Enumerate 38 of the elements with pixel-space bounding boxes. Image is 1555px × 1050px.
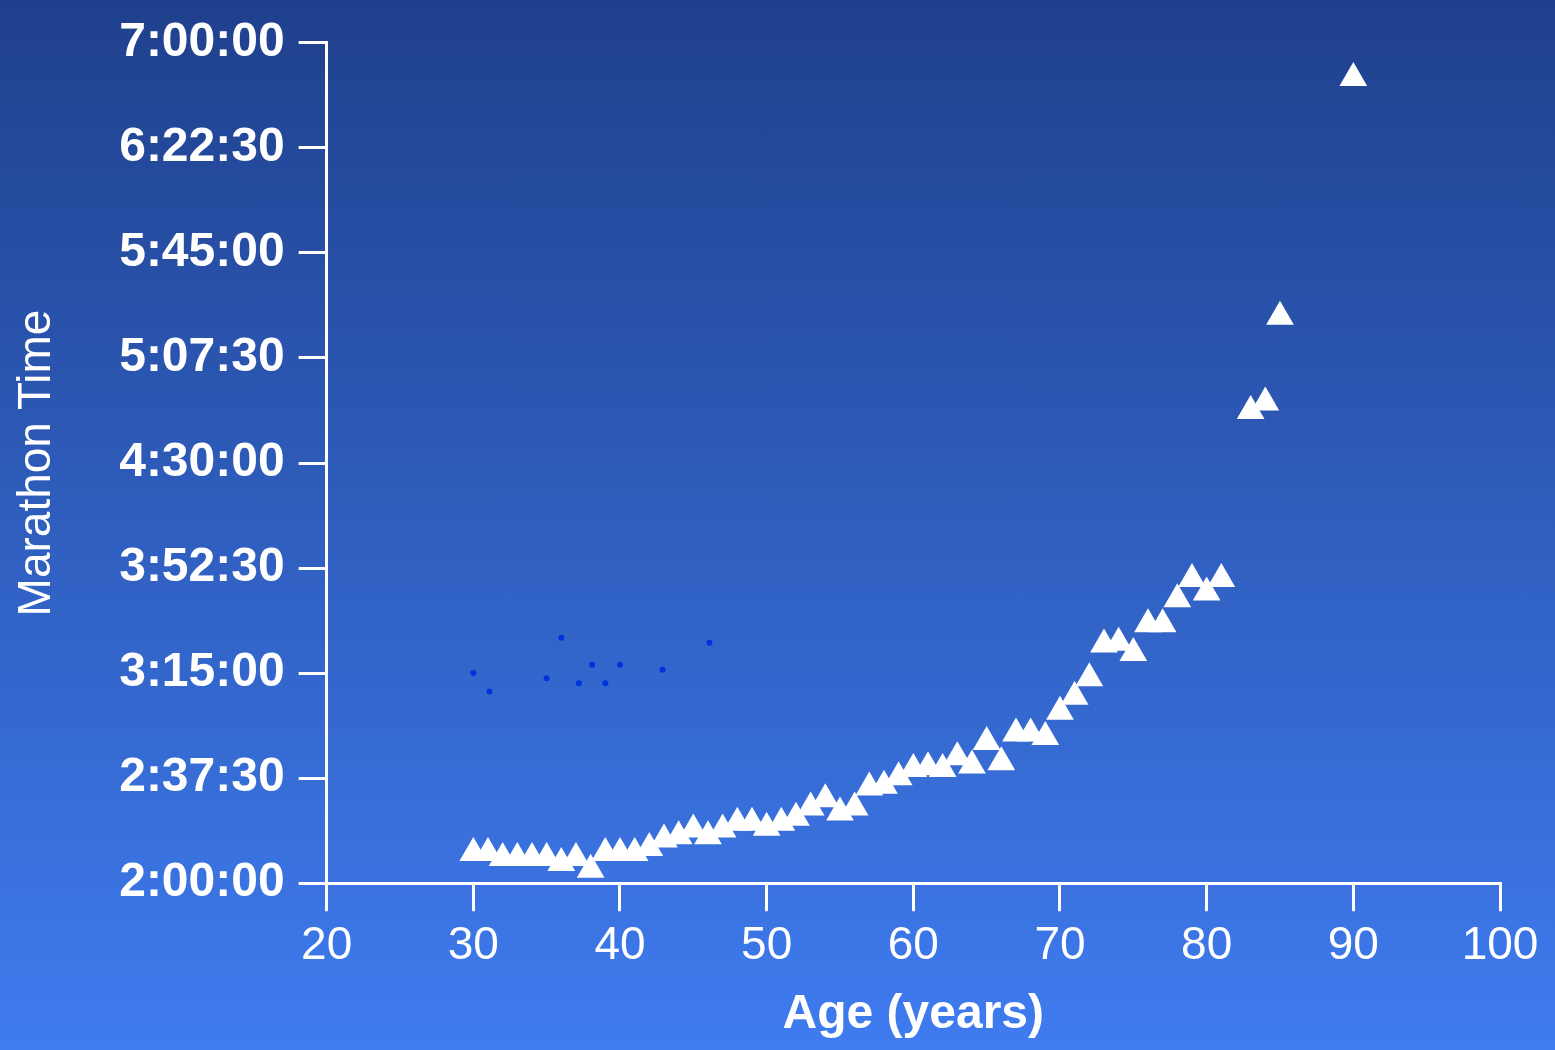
point: [1207, 562, 1236, 587]
y-tick-label: 4:30:00: [119, 433, 285, 487]
point: [1178, 562, 1206, 587]
x-tick-label: 20: [301, 917, 353, 970]
x-tick-label: 60: [887, 917, 939, 970]
point: [1060, 680, 1089, 705]
point: [928, 752, 957, 777]
y-tick-label: 6:22:30: [119, 118, 285, 172]
point: [576, 853, 605, 878]
x-tick-label: 80: [1181, 917, 1233, 970]
y-tick-label: 2:00:00: [119, 853, 285, 907]
point: [1163, 583, 1192, 608]
y-tick-label: 3:15:00: [119, 643, 285, 697]
x-tick-label: 50: [741, 917, 793, 970]
y-tick-label: 3:52:30: [119, 538, 285, 592]
point: [1339, 62, 1368, 87]
y-tick-label: 2:37:30: [119, 748, 285, 802]
point: [1192, 576, 1221, 601]
point: [1119, 636, 1148, 661]
x-tick-label: 40: [594, 917, 646, 970]
point: [958, 749, 986, 774]
x-axis-title: Age (years): [782, 985, 1045, 1039]
y-axis-title: Marathon Time: [8, 309, 61, 617]
y-tick-label: 5:07:30: [119, 328, 285, 382]
point: [1236, 394, 1265, 419]
x-tick-label: 90: [1327, 917, 1379, 970]
point: [1046, 695, 1074, 720]
x-tick-label: 100: [1461, 917, 1539, 970]
point: [972, 726, 1001, 751]
point: [1031, 720, 1060, 745]
point: [1148, 608, 1177, 633]
x-tick-label: 30: [447, 917, 499, 970]
x-tick-label: 70: [1034, 917, 1086, 970]
y-tick-label: 7:00:00: [119, 13, 285, 67]
y-tick-label: 5:45:00: [119, 223, 285, 277]
point: [1075, 662, 1104, 687]
point: [1266, 300, 1294, 325]
point: [987, 746, 1016, 771]
